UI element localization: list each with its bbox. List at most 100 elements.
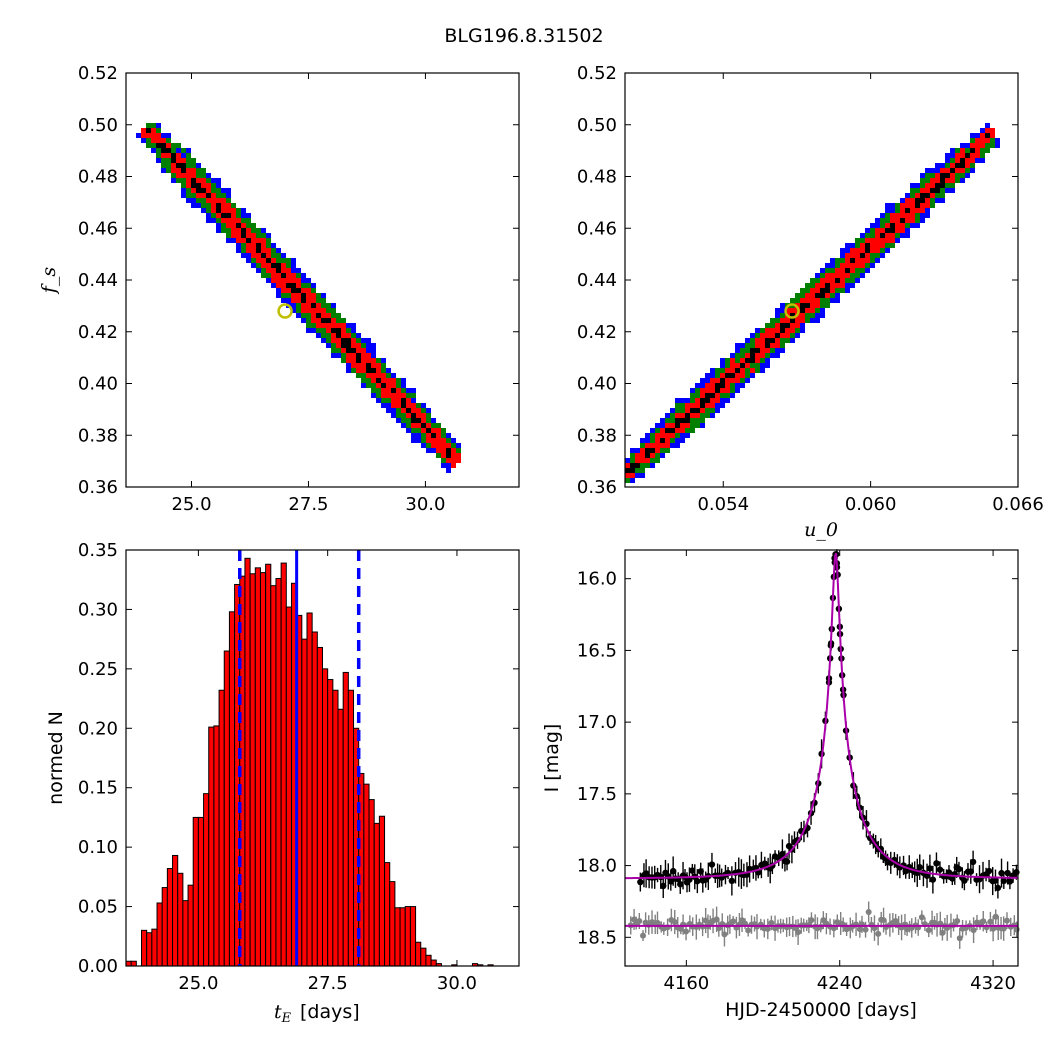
residual-point bbox=[925, 927, 932, 934]
heatmap-cell bbox=[206, 208, 211, 213]
heatmap-cell bbox=[166, 138, 171, 143]
heatmap-cell bbox=[920, 188, 925, 193]
heatmap-cell bbox=[650, 448, 655, 453]
heatmap-cell bbox=[900, 233, 905, 238]
heatmap-cell bbox=[765, 358, 770, 363]
heatmap-cell bbox=[785, 333, 790, 338]
heatmap-cell bbox=[775, 313, 780, 318]
heatmap-cell bbox=[635, 458, 640, 463]
heatmap-cell bbox=[865, 253, 870, 258]
data-point bbox=[694, 877, 701, 885]
y-tick-label: 0.05 bbox=[78, 897, 118, 918]
heatmap-cell bbox=[411, 423, 416, 428]
histogram-bar bbox=[208, 726, 215, 967]
heatmap-cell bbox=[915, 213, 920, 218]
heatmap-cell bbox=[301, 273, 306, 278]
heatmap-cell bbox=[321, 328, 326, 333]
heatmap-cell bbox=[785, 323, 790, 328]
histogram-bar bbox=[254, 567, 261, 967]
heatmap-cell bbox=[650, 463, 655, 468]
heatmap-cell bbox=[970, 143, 975, 148]
heatmap-cell bbox=[915, 198, 920, 203]
y-tick-label: 0.46 bbox=[78, 218, 118, 239]
heatmap-cell bbox=[231, 223, 236, 228]
heatmap-cell bbox=[231, 238, 236, 243]
heatmap-cell bbox=[311, 308, 316, 313]
heatmap-cell bbox=[211, 183, 216, 188]
heatmap-cell bbox=[336, 338, 341, 343]
heatmap-cell bbox=[770, 353, 775, 358]
heatmap-cell bbox=[256, 228, 261, 233]
heatmap-cell bbox=[306, 303, 311, 308]
histogram-bar bbox=[182, 900, 189, 967]
heatmap-cell bbox=[790, 323, 795, 328]
heatmap-cell bbox=[451, 453, 456, 458]
heatmap-cell bbox=[396, 383, 401, 388]
heatmap-cell bbox=[810, 318, 815, 323]
data-point bbox=[1000, 877, 1008, 885]
heatmap-cell bbox=[765, 363, 770, 368]
heatmap-cell bbox=[670, 418, 675, 423]
heatmap-cell bbox=[660, 423, 665, 428]
heatmap-cell bbox=[216, 193, 221, 198]
heatmap-cell bbox=[201, 178, 206, 183]
heatmap-cell bbox=[316, 308, 321, 313]
heatmap-cell bbox=[940, 198, 945, 203]
heatmap-cell bbox=[286, 268, 291, 273]
heatmap-cell bbox=[456, 448, 461, 453]
heatmap-cell bbox=[221, 208, 226, 213]
heatmap-cell bbox=[655, 423, 660, 428]
heatmap-cell bbox=[221, 188, 226, 193]
histogram-bar bbox=[218, 689, 225, 967]
heatmap-cell bbox=[401, 408, 406, 413]
heatmap-cell bbox=[670, 438, 675, 443]
heatmap-cell bbox=[381, 383, 386, 388]
heatmap-cell bbox=[710, 373, 715, 378]
heatmap-cell bbox=[246, 253, 251, 258]
heatmap-cell bbox=[630, 448, 635, 453]
histogram-bar bbox=[244, 557, 251, 967]
heatmap-cell bbox=[775, 328, 780, 333]
heatmap-cell bbox=[451, 443, 456, 448]
heatmap-cell bbox=[945, 183, 950, 188]
heatmap-cell bbox=[321, 298, 326, 303]
heatmap-cell bbox=[625, 478, 630, 483]
heatmap-cell bbox=[680, 413, 685, 418]
heatmap-cell bbox=[271, 263, 276, 268]
heatmap-cell bbox=[865, 258, 870, 263]
y-tick-label: 0.00 bbox=[78, 956, 118, 977]
heatmap-cell bbox=[181, 153, 186, 158]
heatmap-cell bbox=[211, 193, 216, 198]
residual-point bbox=[640, 932, 647, 939]
heatmap-cell bbox=[436, 428, 441, 433]
heatmap-cell bbox=[291, 283, 296, 288]
heatmap-cell bbox=[406, 413, 411, 418]
heatmap-cell bbox=[780, 318, 785, 323]
heatmap-cell bbox=[660, 433, 665, 438]
heatmap-cell bbox=[640, 473, 645, 478]
heatmap-cell bbox=[950, 178, 955, 183]
heatmap-cell bbox=[276, 293, 281, 298]
heatmap-cell bbox=[236, 223, 241, 228]
heatmap-cell bbox=[700, 393, 705, 398]
heatmap-cell bbox=[715, 398, 720, 403]
heatmap-cell bbox=[316, 318, 321, 323]
heatmap-cell bbox=[236, 238, 241, 243]
heatmap-cell bbox=[730, 393, 735, 398]
heatmap-cell bbox=[735, 343, 740, 348]
heatmap-cell bbox=[865, 238, 870, 243]
residual-point bbox=[970, 927, 977, 934]
heatmap-cell bbox=[311, 318, 316, 323]
heatmap-cell bbox=[301, 303, 306, 308]
heatmap-cell bbox=[366, 368, 371, 373]
heatmap-cell bbox=[950, 158, 955, 163]
y-tick-label: 16.5 bbox=[577, 640, 617, 661]
residual-point bbox=[730, 918, 737, 925]
heatmap-cell bbox=[221, 193, 226, 198]
heatmap-cell bbox=[351, 353, 356, 358]
heatmap-cell bbox=[341, 353, 346, 358]
heatmap-cell bbox=[301, 293, 306, 298]
heatmap-cell bbox=[630, 453, 635, 458]
heatmap-cell bbox=[436, 438, 441, 443]
heatmap-cell bbox=[910, 203, 915, 208]
